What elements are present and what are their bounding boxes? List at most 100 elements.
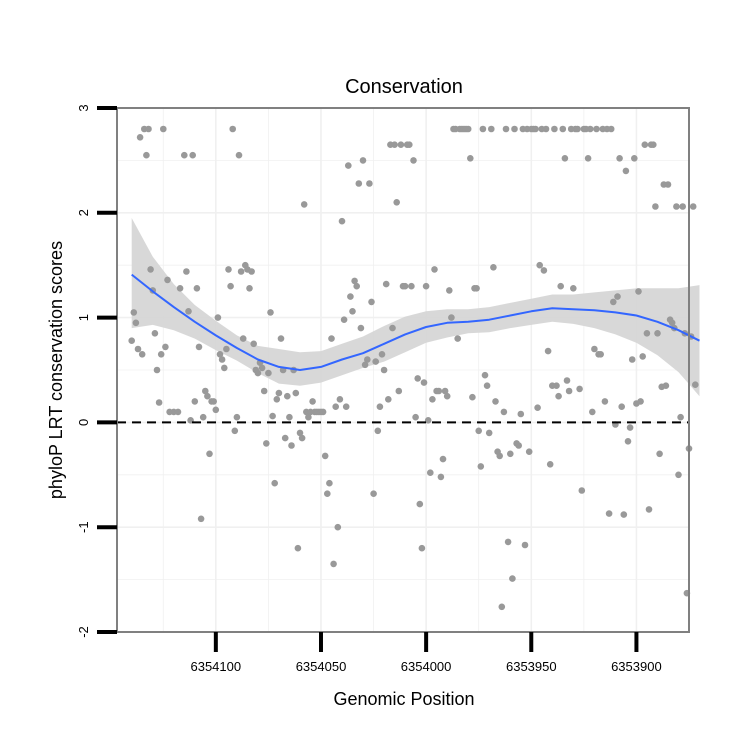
- data-point: [589, 408, 596, 416]
- data-point: [284, 392, 291, 400]
- data-point: [162, 343, 169, 351]
- data-point: [250, 340, 257, 348]
- y-tick-label: -1: [76, 521, 91, 533]
- data-point: [551, 125, 558, 133]
- data-point: [229, 125, 236, 133]
- data-point: [605, 510, 613, 517]
- data-point: [565, 387, 573, 395]
- data-point: [239, 335, 247, 342]
- data-point: [628, 356, 636, 363]
- data-point: [136, 134, 144, 141]
- x-axis: 6354100 6354050 6354000 6353950 6353900: [190, 632, 662, 674]
- data-point: [347, 293, 354, 300]
- data-point: [395, 387, 403, 395]
- data-point: [673, 203, 680, 210]
- data-point: [418, 544, 426, 552]
- plot-panel: [116, 107, 700, 633]
- data-point: [601, 398, 609, 405]
- data-point: [540, 267, 548, 274]
- data-point: [221, 364, 228, 372]
- data-point: [557, 282, 564, 290]
- data-point: [420, 379, 428, 386]
- data-point: [351, 277, 358, 285]
- data-point: [574, 125, 581, 133]
- data-point: [467, 155, 474, 162]
- scatter-points: [128, 125, 699, 611]
- data-point: [298, 434, 306, 442]
- data-point: [382, 280, 390, 288]
- data-point: [496, 452, 504, 460]
- data-point: [153, 366, 161, 374]
- data-point: [275, 389, 283, 397]
- data-point: [677, 413, 684, 421]
- data-point: [410, 157, 417, 164]
- data-point: [370, 490, 377, 498]
- data-point: [668, 319, 676, 327]
- data-point: [502, 125, 510, 133]
- data-point: [597, 351, 604, 358]
- data-point: [563, 377, 571, 384]
- data-point: [366, 180, 373, 187]
- data-point: [429, 396, 436, 403]
- data-point: [431, 266, 438, 273]
- data-point: [483, 382, 491, 390]
- data-point: [138, 351, 146, 358]
- data-point: [324, 490, 331, 498]
- x-tick-label: 6353950: [506, 659, 557, 674]
- data-point: [639, 353, 646, 360]
- data-point: [427, 469, 434, 477]
- data-point: [391, 141, 398, 148]
- data-point: [254, 369, 262, 377]
- data-point: [481, 371, 489, 379]
- data-point: [292, 389, 300, 397]
- data-point: [559, 125, 567, 133]
- data-point: [376, 403, 384, 411]
- y-tick-label: 2: [76, 209, 91, 216]
- x-axis-title: Genomic Position: [333, 689, 474, 709]
- data-point: [189, 151, 196, 159]
- data-point: [521, 541, 529, 549]
- data-point: [412, 413, 419, 421]
- data-point: [231, 427, 239, 435]
- data-point: [214, 314, 222, 321]
- data-point: [578, 487, 586, 494]
- panel-border: [116, 107, 690, 633]
- data-point: [193, 285, 201, 292]
- data-point: [490, 264, 497, 271]
- data-point: [130, 309, 138, 316]
- data-point: [389, 324, 396, 332]
- data-point: [561, 155, 569, 162]
- data-point: [269, 412, 276, 420]
- x-tick-label: 6353900: [611, 659, 662, 674]
- data-point: [498, 603, 506, 611]
- data-point: [155, 399, 163, 406]
- data-point: [332, 403, 340, 411]
- data-point: [385, 396, 392, 403]
- data-point: [246, 285, 253, 292]
- data-point: [143, 151, 150, 159]
- data-point: [614, 293, 621, 300]
- data-point: [618, 403, 625, 411]
- data-point: [309, 398, 316, 405]
- data-point: [446, 287, 453, 294]
- data-point: [359, 157, 367, 164]
- data-point: [342, 403, 350, 411]
- data-point: [321, 452, 329, 460]
- data-point: [374, 427, 382, 435]
- data-point: [477, 463, 485, 470]
- data-point: [349, 308, 356, 315]
- data-point: [536, 261, 543, 269]
- data-point: [128, 337, 135, 345]
- data-point: [202, 387, 209, 395]
- data-point: [212, 406, 220, 414]
- data-point: [652, 203, 659, 210]
- data-point: [435, 387, 443, 395]
- data-point: [223, 345, 230, 353]
- data-point: [378, 351, 386, 358]
- data-point: [473, 285, 480, 292]
- data-point: [422, 282, 430, 290]
- data-point: [414, 375, 422, 382]
- data-point: [319, 408, 327, 416]
- data-point: [206, 450, 213, 458]
